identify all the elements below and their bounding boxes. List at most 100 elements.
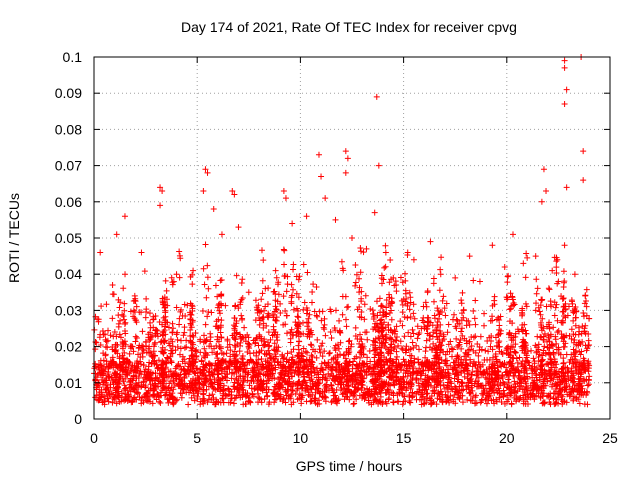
data-point: [180, 332, 187, 339]
data-point: [398, 361, 405, 368]
data-point: [192, 377, 199, 384]
data-point: [362, 329, 369, 336]
data-point: [328, 382, 335, 389]
data-point: [282, 308, 289, 315]
data-point: [533, 276, 540, 283]
data-point: [111, 328, 118, 335]
data-point: [378, 387, 385, 394]
data-point: [259, 361, 266, 368]
data-point: [282, 399, 289, 406]
data-point: [246, 382, 253, 389]
data-point: [459, 332, 466, 339]
data-point: [206, 392, 213, 399]
data-point: [394, 398, 401, 405]
data-point: [359, 360, 366, 367]
data-point: [438, 357, 445, 364]
data-point: [539, 367, 546, 374]
data-point: [112, 348, 119, 355]
data-point: [160, 349, 167, 356]
data-point: [349, 365, 356, 372]
data-point: [343, 323, 350, 330]
data-point: [119, 375, 126, 382]
data-point: [352, 333, 359, 340]
data-point: [207, 330, 214, 337]
data-point: [152, 352, 159, 359]
data-point: [560, 344, 567, 351]
data-point: [576, 348, 583, 355]
data-point: [288, 349, 295, 356]
data-point: [546, 286, 553, 293]
data-point: [138, 400, 145, 407]
data-point: [208, 362, 215, 369]
data-point: [402, 298, 409, 305]
data-point: [248, 377, 255, 384]
data-point: [582, 322, 589, 329]
data-point: [334, 400, 341, 407]
data-point: [381, 264, 388, 271]
data-point: [494, 364, 501, 371]
data-point: [147, 329, 154, 336]
data-point: [568, 326, 575, 333]
data-point: [102, 365, 109, 372]
data-point: [161, 392, 168, 399]
data-point: [278, 371, 285, 378]
data-point: [463, 350, 470, 357]
data-point: [472, 297, 479, 304]
data-point: [430, 298, 437, 305]
data-point: [239, 356, 246, 363]
data-point: [371, 209, 378, 216]
data-point: [505, 379, 512, 386]
data-point: [274, 298, 281, 305]
data-point: [255, 369, 262, 376]
data-point: [433, 370, 440, 377]
data-point: [233, 272, 240, 279]
data-point: [335, 361, 342, 368]
data-point: [446, 376, 453, 383]
data-point: [272, 317, 279, 324]
data-point: [229, 187, 236, 194]
data-point: [528, 347, 535, 354]
data-point: [383, 297, 390, 304]
data-point: [558, 386, 565, 393]
data-point: [166, 342, 173, 349]
data-point: [204, 352, 211, 359]
data-point: [120, 313, 127, 320]
data-point: [267, 354, 274, 361]
data-point: [194, 388, 201, 395]
data-point: [410, 330, 417, 337]
data-point: [541, 330, 548, 337]
y-tick-label: 0.09: [55, 85, 82, 101]
data-point: [104, 395, 111, 402]
data-point: [419, 384, 426, 391]
data-point: [512, 389, 519, 396]
data-point: [306, 311, 313, 318]
data-point: [124, 369, 131, 376]
data-point: [555, 394, 562, 401]
data-point: [463, 337, 470, 344]
data-point: [510, 366, 517, 373]
data-point: [544, 393, 551, 400]
data-point: [168, 373, 175, 380]
data-point: [459, 379, 466, 386]
y-tick-label: 0.1: [63, 49, 83, 65]
data-point: [152, 370, 159, 377]
data-point: [121, 316, 128, 323]
data-point: [239, 386, 246, 393]
data-point: [137, 368, 144, 375]
data-point: [349, 381, 356, 388]
data-point: [584, 401, 591, 408]
data-point: [181, 380, 188, 387]
data-point: [176, 381, 183, 388]
data-point: [448, 380, 455, 387]
data-point: [420, 314, 427, 321]
data-point: [224, 336, 231, 343]
data-point: [317, 390, 324, 397]
data-point: [434, 336, 441, 343]
data-point: [444, 379, 451, 386]
data-point: [509, 293, 516, 300]
data-point: [120, 368, 127, 375]
data-point: [379, 312, 386, 319]
data-point: [235, 224, 242, 231]
data-point: [467, 375, 474, 382]
data-point: [452, 274, 459, 281]
